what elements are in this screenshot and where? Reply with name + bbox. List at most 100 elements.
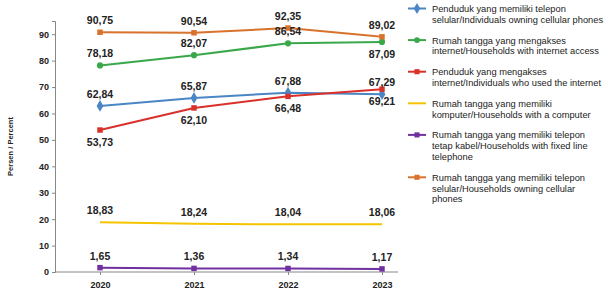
y-tick: 40 — [39, 162, 55, 172]
data-label: 18,83 — [87, 204, 113, 216]
x-tick-mark — [194, 272, 195, 275]
series-marker — [97, 29, 102, 34]
legend-marker — [414, 175, 419, 180]
data-label: 82,07 — [181, 37, 207, 49]
series-marker — [97, 100, 104, 112]
x-tick: 2023 — [372, 272, 392, 290]
y-axis: 0 10 20 30 40 50 60 70 80 90 — [39, 22, 56, 278]
y-tick-label: 70 — [39, 82, 49, 92]
legend-label: Rumah tangga yang memiliki komputer/Hous… — [432, 99, 591, 120]
y-tick: 10 — [39, 241, 55, 251]
y-tick-label: 90 — [39, 30, 49, 40]
legend-marker — [414, 3, 420, 14]
series-marker — [191, 105, 196, 110]
y-tick-label: 10 — [39, 241, 49, 251]
y-tick-mark — [52, 193, 55, 194]
legend-item: Rumah tangga yang mengakses internet/Hou… — [408, 36, 599, 57]
x-tick: 2022 — [278, 272, 298, 290]
y-tick-mark — [52, 87, 55, 88]
y-tick: 50 — [39, 135, 55, 145]
y-tick-mark — [52, 113, 55, 114]
y-tick-label: 80 — [39, 56, 49, 66]
data-label: 90,54 — [181, 15, 207, 27]
y-axis-line — [52, 22, 56, 273]
series-marker — [285, 40, 291, 46]
data-label: 53,73 — [87, 136, 113, 148]
y-tick-mark — [52, 219, 55, 220]
x-tick: 2021 — [184, 272, 204, 290]
y-axis-title: Persen / Percent — [6, 117, 15, 176]
legend-label: Rumah tangga yang memiliki telepon selul… — [432, 173, 588, 205]
x-tick-mark — [100, 272, 101, 275]
data-label: 62,84 — [87, 88, 113, 100]
series-marker — [285, 94, 290, 99]
data-label: 86,54 — [275, 25, 301, 37]
data-label: 1,34 — [278, 250, 299, 262]
x-axis: 2020 2021 2022 2023 — [55, 272, 398, 290]
legend-item: Penduduk yang mengakses internet/Individ… — [408, 67, 601, 88]
data-label: 18,04 — [275, 206, 301, 218]
data-label: 89,02 — [369, 19, 395, 31]
y-tick-mark — [52, 140, 55, 141]
series-marker — [379, 266, 384, 271]
data-label: 65,87 — [181, 80, 207, 92]
y-tick-label: 60 — [39, 109, 49, 119]
y-tick: 0 — [44, 267, 55, 277]
data-label: 66,48 — [275, 102, 301, 114]
y-tick-label: 0 — [44, 267, 49, 277]
plot-marks — [97, 25, 386, 271]
y-tick-label: 20 — [39, 215, 49, 225]
y-tick-mark — [52, 246, 55, 247]
legend: Penduduk yang memiliki telepon selular/I… — [408, 3, 603, 204]
legend-label: Rumah tangga yang memiliki telepon tetap… — [432, 130, 590, 162]
x-tick-label: 2021 — [184, 280, 204, 290]
data-label: 18,06 — [369, 206, 395, 218]
legend-marker — [414, 37, 420, 43]
legend-item: Rumah tangga yang memiliki telepon tetap… — [408, 130, 590, 162]
y-tick: 70 — [39, 82, 55, 92]
series-marker — [191, 92, 198, 104]
series-marker — [285, 266, 290, 271]
legend-marker — [414, 132, 419, 137]
data-label: 18,24 — [181, 206, 207, 218]
legend-label: Rumah tangga yang mengakses internet/Hou… — [432, 36, 599, 57]
data-label: 78,18 — [87, 47, 113, 59]
y-tick: 30 — [39, 188, 55, 198]
data-labels: 62,8465,8767,8867,2978,1882,0786,5487,09… — [87, 10, 395, 263]
series-marker — [97, 265, 102, 270]
data-label: 67,88 — [275, 75, 301, 87]
y-tick-mark — [52, 272, 55, 273]
legend-label: Penduduk yang mengakses internet/Individ… — [432, 67, 601, 88]
legend-item: Rumah tangga yang memiliki telepon selul… — [408, 173, 588, 205]
legend-swatch — [408, 102, 426, 104]
y-tick-label: 40 — [39, 162, 49, 172]
data-label: 62,10 — [181, 114, 207, 126]
x-tick-label: 2020 — [90, 280, 110, 290]
y-tick: 80 — [39, 56, 55, 66]
series-marker — [97, 127, 102, 132]
x-tick-label: 2022 — [278, 280, 298, 290]
y-tick: 20 — [39, 215, 55, 225]
data-label: 1,17 — [372, 251, 393, 263]
legend-marker — [414, 69, 419, 74]
series-marker — [97, 62, 103, 68]
chart: 0 10 20 30 40 50 60 70 80 90 2020 2021 2022 2023 Perse… — [0, 0, 610, 297]
y-tick-mark — [52, 61, 55, 62]
series-marker — [285, 87, 292, 99]
y-tick-mark — [52, 166, 55, 167]
series-marker — [379, 34, 384, 39]
x-tick-mark — [288, 272, 289, 275]
y-tick: 90 — [39, 30, 55, 40]
series-line — [100, 93, 382, 106]
series-line — [100, 268, 382, 269]
series-line — [100, 42, 382, 66]
data-label: 87,09 — [369, 48, 395, 60]
series-line — [100, 89, 382, 130]
legend-item: Rumah tangga yang memiliki komputer/Hous… — [408, 99, 591, 120]
data-label: 69,21 — [369, 95, 395, 107]
x-tick: 2020 — [90, 272, 110, 290]
data-label: 90,75 — [87, 14, 113, 26]
data-label: 1,65 — [90, 250, 111, 262]
legend-item: Penduduk yang memiliki telepon selular/I… — [408, 3, 603, 25]
series-marker — [191, 30, 196, 35]
